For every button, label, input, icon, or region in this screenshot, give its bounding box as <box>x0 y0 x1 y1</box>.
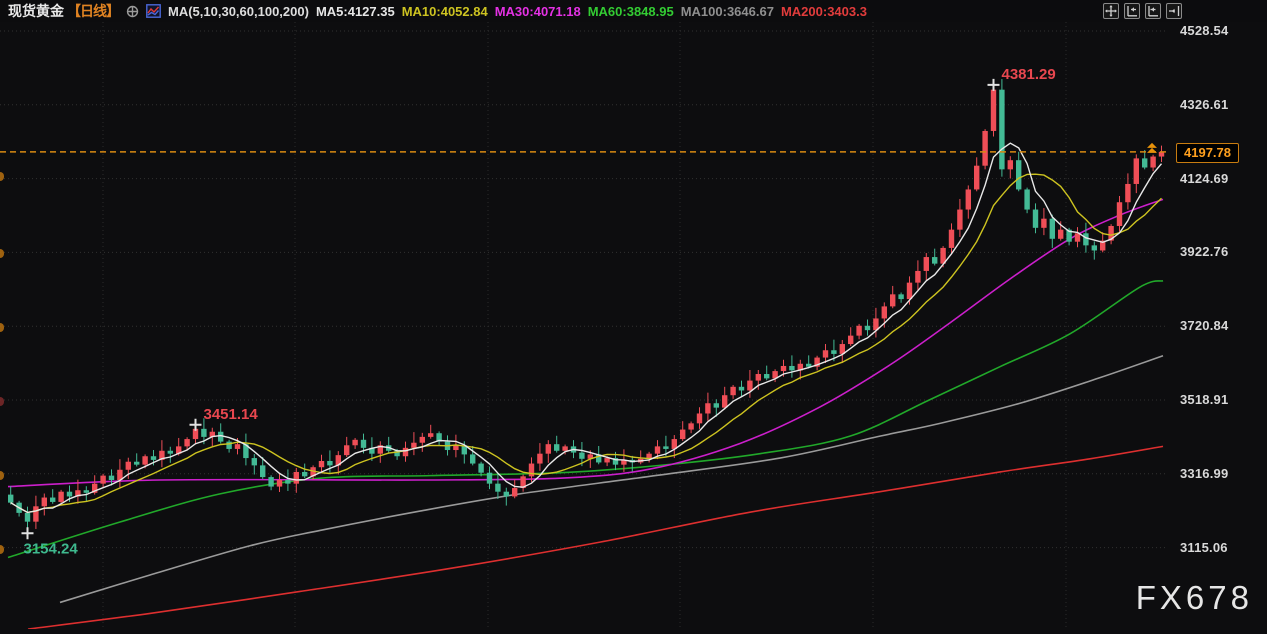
axis-tick-label: 3316.99 <box>1180 465 1229 481</box>
ma200-value-label: MA200:3403.3 <box>780 3 867 19</box>
clipped-axis-label-fragment <box>0 249 4 258</box>
axis-tick-label: 4326.61 <box>1180 96 1229 112</box>
ma60-value-label: MA60:3848.95 <box>587 3 674 19</box>
indicator-icon[interactable] <box>146 4 161 18</box>
clipped-axis-label-fragment <box>0 471 4 480</box>
ma10-value-label: MA10:4052.84 <box>401 3 488 19</box>
axis-tick-label: 3518.91 <box>1180 391 1229 407</box>
ma30-value-label: MA30:4071.18 <box>494 3 581 19</box>
ma5-value-label: MA5:4127.35 <box>315 3 395 19</box>
symbol-title: 现货黄金 <box>8 3 64 19</box>
clipped-axis-label-fragment <box>0 172 4 181</box>
period-label: 【日线】 <box>67 3 120 19</box>
scale-right-icon[interactable] <box>1145 3 1161 19</box>
axis-tick-label: 3115.06 <box>1180 539 1228 555</box>
price-annotation: 3154.24 <box>24 540 79 557</box>
ma-params-label: MA(5,10,30,60,100,200) <box>168 3 309 19</box>
clipped-axis-label-fragment <box>0 545 4 554</box>
crosshair-toggle-icon[interactable] <box>126 5 139 18</box>
scale-left-icon[interactable] <box>1124 3 1140 19</box>
jump-latest-icon[interactable] <box>1166 3 1182 19</box>
price-annotation: 4381.29 <box>1002 66 1056 83</box>
axis-tick-label: 4124.69 <box>1180 170 1229 186</box>
brand-watermark: FX678 <box>1135 579 1253 616</box>
clipped-axis-label-fragment <box>0 323 4 332</box>
ma100-value-label: MA100:3646.67 <box>680 3 774 19</box>
clipped-axis-label-fragment <box>0 397 4 406</box>
candlestick-chart[interactable]: 3154.24 3451.14 4381.29 <box>0 22 1267 630</box>
chart-canvas[interactable]: 3154.24 3451.14 4381.29 <box>0 22 1267 630</box>
axis-tick-label: 3922.76 <box>1180 244 1229 260</box>
chart-header: 现货黄金 【日线】 MA(5,10,30,60,100,200) MA5:412… <box>0 0 1267 22</box>
axis-tick-label: 4528.54 <box>1180 23 1229 38</box>
current-price-tag: 4197.78 <box>1176 142 1239 163</box>
axis-tick-label: 3720.84 <box>1180 318 1229 334</box>
price-annotation: 3451.14 <box>204 406 259 423</box>
chart-toolbar <box>1103 3 1182 19</box>
pan-crosshair-icon[interactable] <box>1103 3 1119 19</box>
